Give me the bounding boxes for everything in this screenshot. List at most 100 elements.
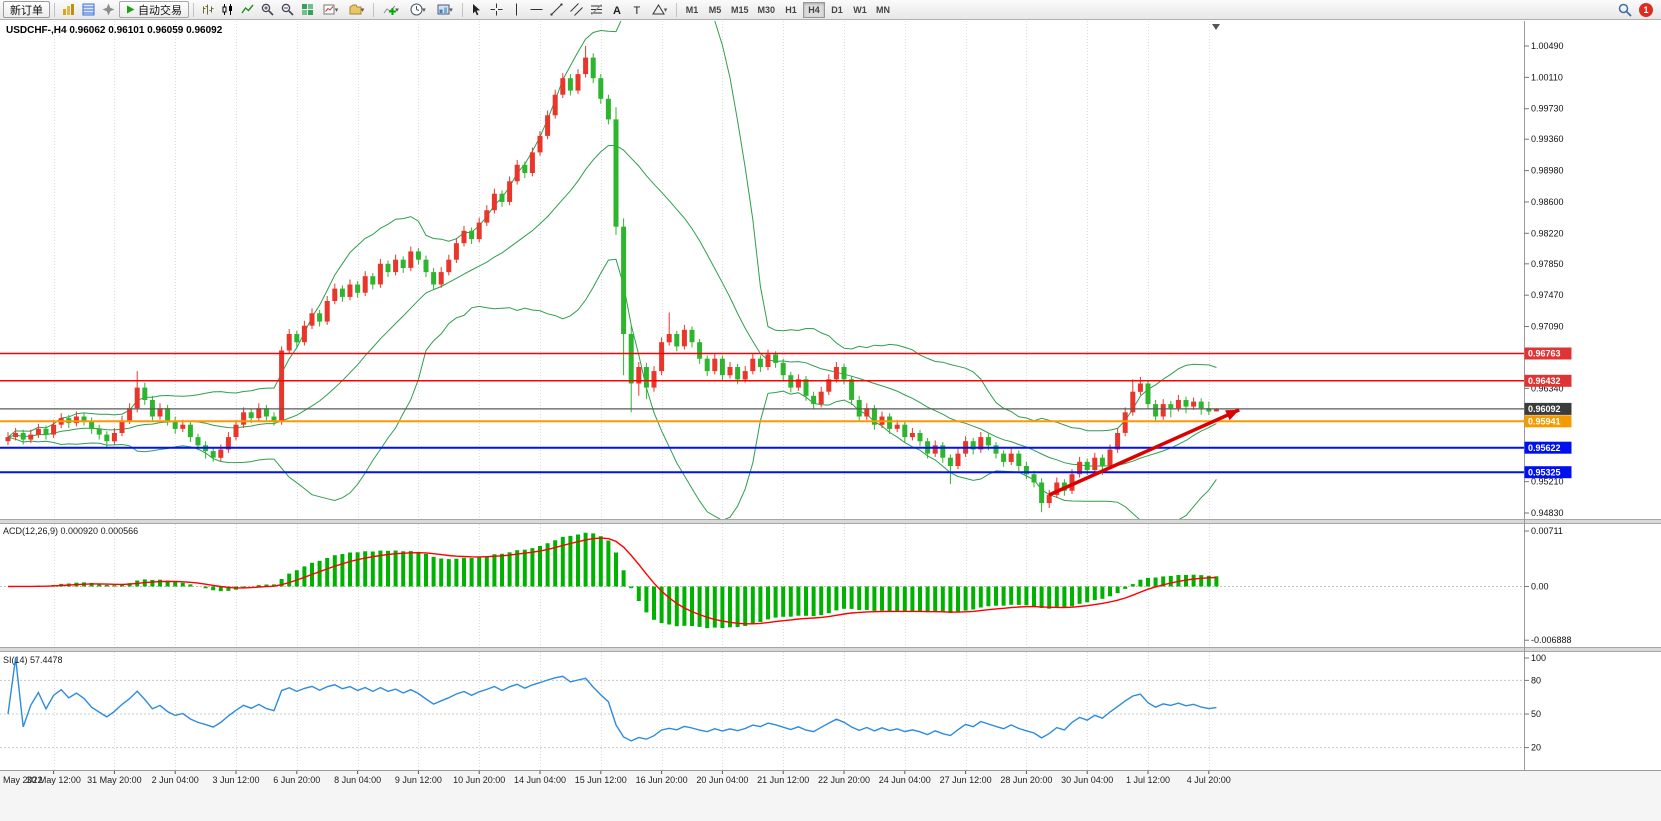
rsi-axis-label: 80 xyxy=(1531,675,1541,685)
timeframe-H4[interactable]: H4 xyxy=(803,1,826,18)
price-axis-label: 1.00110 xyxy=(1531,72,1563,82)
data-window-icon xyxy=(82,3,95,16)
timeframe-M30[interactable]: M30 xyxy=(754,2,780,18)
horizontal-line-tool-button[interactable] xyxy=(527,1,546,18)
shapes-tool-button[interactable]: ▾ xyxy=(647,1,672,18)
tile-windows-button[interactable] xyxy=(298,1,317,18)
tile-windows-icon xyxy=(302,4,313,15)
data-window-button[interactable] xyxy=(79,1,98,18)
label-tool-button[interactable]: T xyxy=(627,1,646,18)
timeframe-H1[interactable]: H1 xyxy=(780,2,802,18)
zoom-in-icon xyxy=(261,3,274,16)
zoom-out-button[interactable] xyxy=(278,1,297,18)
timeframe-M5[interactable]: M5 xyxy=(704,2,726,18)
periods-button[interactable]: ▾ xyxy=(405,1,431,18)
time-axis-label: 10 Jun 20:00 xyxy=(453,775,505,785)
macd-axis-label: 0.00711 xyxy=(1531,526,1563,536)
svg-text:0.96763: 0.96763 xyxy=(1528,349,1561,359)
trend-arrow[interactable] xyxy=(1048,408,1240,497)
time-axis-label: 31 May 20:00 xyxy=(87,775,142,785)
main-toolbar: 新订单 自动交易 ▾ ▾ ▾ ▾ ▾ A T ▾ M1 xyxy=(0,0,1661,20)
trendline-tool-button[interactable] xyxy=(547,1,566,18)
svg-text:0.96432: 0.96432 xyxy=(1528,376,1561,386)
time-axis-label: 22 Jun 20:00 xyxy=(818,775,870,785)
price-plot-area[interactable] xyxy=(0,21,1524,519)
price-axis-label: 0.98600 xyxy=(1531,197,1564,207)
price-tag-0.96763: 0.96763 xyxy=(1524,347,1572,360)
toolbar-separator xyxy=(676,2,677,17)
crosshair-tool-button[interactable] xyxy=(487,1,506,18)
dropdown-caret-icon: ▾ xyxy=(334,6,339,14)
macd-panel xyxy=(0,524,1524,647)
text-tool-button[interactable]: A xyxy=(607,1,626,18)
template-icon xyxy=(437,4,450,15)
market-watch-button[interactable] xyxy=(59,1,78,18)
profiles-icon xyxy=(349,4,362,15)
zoom-in-button[interactable] xyxy=(258,1,277,18)
clock-icon xyxy=(410,3,423,16)
toolbar-separator xyxy=(462,2,463,17)
zoom-out-icon xyxy=(281,3,294,16)
auto-trading-button[interactable]: 自动交易 xyxy=(119,1,189,18)
price-axis-label: 0.97090 xyxy=(1531,322,1564,332)
panel-splitter-2[interactable] xyxy=(0,647,1661,652)
price-tag-0.95941: 0.95941 xyxy=(1524,415,1572,428)
macd-label: ACD(12,26,9) 0.000920 0.000566 xyxy=(3,526,138,536)
navigator-button[interactable] xyxy=(99,1,118,18)
profiles-button[interactable]: ▾ xyxy=(344,1,369,18)
indicators-button[interactable]: ▾ xyxy=(378,1,404,18)
new-chart-button[interactable]: ▾ xyxy=(318,1,343,18)
svg-text:0.95622: 0.95622 xyxy=(1528,443,1561,453)
bar-chart-icon xyxy=(203,4,214,15)
timeframe-D1[interactable]: D1 xyxy=(826,2,848,18)
candlestick-chart-icon xyxy=(222,4,232,15)
search-icon xyxy=(1618,3,1632,17)
timeframe-MN[interactable]: MN xyxy=(872,2,894,18)
candlestick-chart-button[interactable] xyxy=(218,1,237,18)
price-axis-label: 1.00490 xyxy=(1531,41,1564,51)
auto-trading-label: 自动交易 xyxy=(138,4,182,17)
vertical-line-tool-button[interactable] xyxy=(507,1,526,18)
timeframe-W1[interactable]: W1 xyxy=(849,2,871,18)
time-axis-label: 30 May 12:00 xyxy=(26,775,81,785)
timeframe-M1[interactable]: M1 xyxy=(681,2,703,18)
channel-icon xyxy=(570,3,583,16)
cursor-tool-button[interactable] xyxy=(467,1,486,18)
time-axis-label: 9 Jun 12:00 xyxy=(395,775,442,785)
rsi-axis-label: 50 xyxy=(1531,709,1541,719)
price-axis-label: 0.99730 xyxy=(1531,104,1564,114)
fibonacci-tool-button[interactable] xyxy=(587,1,606,18)
bar-chart-button[interactable] xyxy=(198,1,217,18)
indicators-icon xyxy=(383,5,397,15)
search-button[interactable] xyxy=(1615,1,1634,18)
time-scale-area[interactable] xyxy=(0,771,1524,791)
price-scale-area[interactable] xyxy=(1525,21,1661,770)
line-chart-button[interactable] xyxy=(238,1,257,18)
price-axis-label: 0.97850 xyxy=(1531,259,1564,269)
notification-badge[interactable]: 1 xyxy=(1639,2,1653,17)
rsi-axis-label: 100 xyxy=(1531,653,1546,663)
time-axis-strip xyxy=(0,771,1661,821)
macd-signal-line xyxy=(7,537,1217,625)
fibonacci-icon xyxy=(591,4,602,15)
timeframe-M15[interactable]: M15 xyxy=(727,2,753,18)
toolbar-separator xyxy=(193,2,194,17)
panel-splitter-1[interactable] xyxy=(0,519,1661,524)
channel-tool-button[interactable] xyxy=(567,1,586,18)
horizontal-line-icon xyxy=(530,9,543,10)
toolbar-separator xyxy=(373,2,374,17)
price-axis-label: 0.99360 xyxy=(1531,134,1564,144)
price-tag-0.95325: 0.95325 xyxy=(1524,466,1572,479)
time-axis-label: 3 Jun 12:00 xyxy=(212,775,259,785)
time-axis-label: 24 Jun 04:00 xyxy=(879,775,931,785)
new-order-label: 新订单 xyxy=(10,4,43,17)
play-icon xyxy=(127,5,135,14)
price-panel xyxy=(0,21,1524,519)
time-axis-label: 30 Jun 04:00 xyxy=(1061,775,1113,785)
new-order-button[interactable]: 新订单 xyxy=(3,1,50,18)
cursor-icon xyxy=(473,4,480,16)
templates-button[interactable]: ▾ xyxy=(432,1,458,18)
timeframe-group: M1 M5 M15 M30 H1 H4 D1 W1 MN xyxy=(681,1,894,18)
